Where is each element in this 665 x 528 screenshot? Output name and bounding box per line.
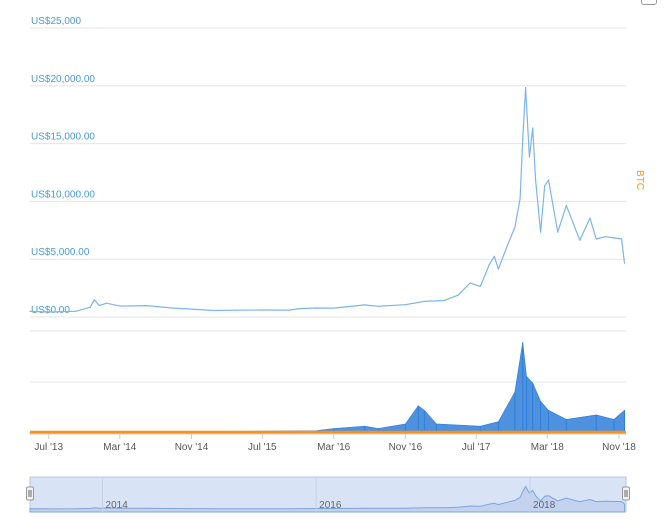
price-point bbox=[298, 308, 301, 310]
y-tick-label: US$15,000.00 bbox=[31, 132, 95, 143]
y-tick-label: US$5,000.00 bbox=[31, 247, 90, 258]
x-tick-label: Mar '16 bbox=[317, 442, 350, 453]
price-point bbox=[106, 302, 108, 304]
price-point bbox=[212, 309, 215, 312]
price-point bbox=[404, 304, 406, 306]
price-point bbox=[235, 309, 237, 311]
navigator-left-handle[interactable] bbox=[26, 486, 34, 501]
price-point bbox=[457, 294, 459, 296]
price-point bbox=[443, 299, 446, 301]
price-point bbox=[528, 156, 531, 158]
navigator-year-label: 2014 bbox=[106, 500, 129, 511]
price-point bbox=[525, 86, 527, 89]
price-point bbox=[333, 307, 335, 309]
price-point bbox=[514, 226, 516, 229]
price-point bbox=[364, 304, 366, 306]
y-tick-label: US$0.00 bbox=[31, 305, 70, 316]
price-line bbox=[29, 87, 626, 313]
x-tick-label: Nov '18 bbox=[602, 442, 636, 453]
x-tick-label: Nov '14 bbox=[175, 442, 209, 453]
y-tick-label: US$20,000.00 bbox=[31, 74, 95, 85]
price-point bbox=[595, 238, 597, 240]
price-point bbox=[98, 304, 100, 307]
price-point bbox=[493, 255, 495, 257]
navigator-year-label: 2016 bbox=[319, 500, 342, 511]
price-point bbox=[75, 310, 77, 312]
price-point bbox=[288, 309, 290, 311]
price-point bbox=[565, 204, 567, 207]
navigator-year-label: 2018 bbox=[533, 500, 556, 511]
price-point bbox=[623, 262, 626, 264]
navigator-series bbox=[29, 485, 625, 513]
price-point bbox=[497, 268, 500, 270]
navigator-right-handle[interactable] bbox=[622, 486, 630, 501]
price-point bbox=[146, 305, 148, 307]
price-point bbox=[488, 263, 490, 266]
price-point bbox=[613, 237, 615, 239]
x-tick-label: Jul '17 bbox=[462, 442, 491, 453]
x-tick-label: Mar '18 bbox=[531, 442, 564, 453]
x-tick-label: Jul '13 bbox=[34, 442, 63, 453]
price-point bbox=[519, 197, 521, 200]
price-point bbox=[29, 310, 31, 312]
price-point bbox=[579, 239, 581, 241]
chart-menu-button[interactable] bbox=[641, 0, 657, 5]
price-point bbox=[423, 300, 426, 303]
range-navigator[interactable]: 2014 2016 2018 bbox=[26, 476, 630, 513]
price-point bbox=[539, 231, 542, 233]
price-series bbox=[29, 86, 626, 313]
price-point bbox=[261, 309, 263, 311]
price-point bbox=[469, 282, 471, 284]
price-point bbox=[93, 299, 95, 301]
volume-area bbox=[29, 342, 625, 434]
price-point bbox=[604, 236, 606, 238]
price-point bbox=[534, 179, 537, 181]
price-point bbox=[522, 139, 524, 141]
x-tick-label: Mar '14 bbox=[103, 442, 136, 453]
price-point bbox=[479, 285, 481, 288]
y-tick-label: US$25,000 bbox=[31, 16, 81, 27]
price-point bbox=[547, 179, 550, 181]
price-point bbox=[435, 300, 438, 302]
btc-axis-label: BTC bbox=[634, 170, 645, 190]
price-point bbox=[506, 245, 508, 247]
price-point bbox=[48, 311, 50, 313]
price-point bbox=[589, 217, 591, 219]
price-point bbox=[315, 307, 317, 309]
price-point bbox=[621, 238, 623, 240]
y-tick-label: US$10,000.00 bbox=[31, 189, 95, 200]
y-axis: US$0.00 US$5,000.00 US$10,000.00 US$15,000.… bbox=[31, 16, 95, 316]
price-point bbox=[173, 307, 175, 309]
price-point bbox=[544, 185, 546, 187]
price-point bbox=[190, 308, 193, 310]
price-point bbox=[119, 305, 121, 307]
price-point bbox=[557, 231, 559, 233]
x-axis: Jul '13 Mar '14 Nov '14 Jul '15 Mar '16 Nov '… bbox=[30, 433, 636, 453]
x-tick-label: Jul '15 bbox=[248, 442, 277, 453]
price-point bbox=[532, 127, 534, 129]
chart-grid bbox=[30, 27, 626, 434]
volume-panel bbox=[29, 342, 626, 434]
x-tick-label: Nov '16 bbox=[389, 442, 423, 453]
price-point bbox=[89, 306, 91, 308]
price-point bbox=[377, 305, 380, 307]
